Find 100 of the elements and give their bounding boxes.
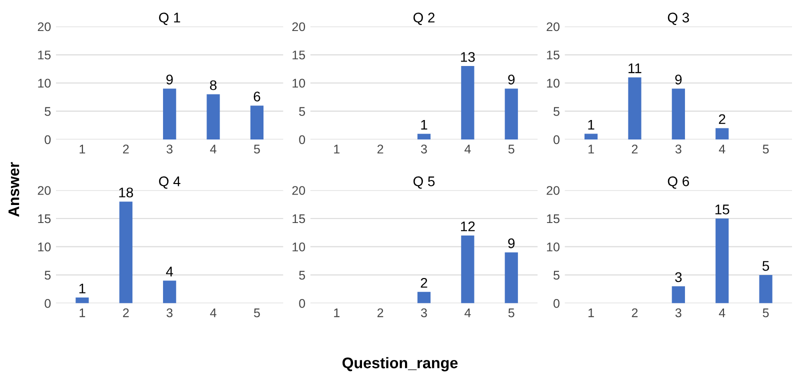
y-tick-label: 20 xyxy=(546,186,560,195)
y-tick-label: 10 xyxy=(292,78,306,88)
x-tick-label: 2 xyxy=(377,144,384,154)
bar xyxy=(417,134,431,140)
x-tick-label: 5 xyxy=(762,308,769,318)
y-tick-label: 0 xyxy=(299,135,306,144)
y-tick-label: 20 xyxy=(292,186,306,195)
y-tick-label: 15 xyxy=(38,50,51,60)
x-tick-label: 5 xyxy=(508,308,514,318)
bar xyxy=(250,106,264,140)
x-tick-label: 2 xyxy=(377,308,384,318)
x-tick-label: 2 xyxy=(632,144,638,154)
data-label: 9 xyxy=(508,238,515,248)
bar xyxy=(584,134,598,140)
x-tick-label: 3 xyxy=(421,308,427,318)
y-tick-label: 5 xyxy=(299,270,306,280)
chart-title: Q 2 xyxy=(413,12,434,25)
y-tick-label: 5 xyxy=(44,107,51,116)
y-tick-label: 0 xyxy=(44,299,51,308)
y-tick-label: 0 xyxy=(299,299,306,308)
x-tick-label: 1 xyxy=(334,308,340,318)
data-label: 1 xyxy=(79,284,86,294)
data-label: 9 xyxy=(166,74,173,85)
y-tick-label: 20 xyxy=(546,22,560,32)
data-label: 3 xyxy=(675,272,682,282)
bar xyxy=(417,292,431,304)
x-tick-label: 3 xyxy=(166,308,173,318)
data-label: 2 xyxy=(718,114,726,124)
chart-title: Q 3 xyxy=(668,12,690,25)
x-tick-label: 3 xyxy=(421,144,427,154)
chart-title: Q 1 xyxy=(159,12,180,25)
data-label: 1 xyxy=(421,120,428,130)
bar xyxy=(504,88,518,140)
x-tick-label: 5 xyxy=(508,144,514,154)
y-tick-label: 20 xyxy=(292,22,306,32)
y-tick-label: 20 xyxy=(38,186,51,195)
x-tick-label: 5 xyxy=(254,308,260,318)
y-tick-label: 15 xyxy=(547,214,560,224)
data-label: 11 xyxy=(628,64,642,74)
x-tick-label: 4 xyxy=(210,144,216,154)
bar xyxy=(461,66,474,140)
bar xyxy=(716,128,729,140)
bar xyxy=(672,88,685,140)
y-tick-label: 0 xyxy=(44,135,51,144)
bar xyxy=(119,202,132,304)
bar xyxy=(628,77,642,140)
bar xyxy=(504,252,518,304)
x-tick-label: 4 xyxy=(718,144,726,154)
y-tick-label: 20 xyxy=(38,22,51,32)
bar xyxy=(206,94,220,140)
data-label: 5 xyxy=(762,261,770,271)
bar xyxy=(716,218,729,304)
y-tick-label: 10 xyxy=(547,78,560,88)
x-tick-label: 4 xyxy=(718,308,726,318)
y-tick-label: 5 xyxy=(44,270,51,280)
y-tick-label: 10 xyxy=(547,242,560,252)
x-axis-title: Question_range xyxy=(342,357,458,372)
x-tick-label: 2 xyxy=(123,308,129,318)
bar xyxy=(163,88,176,140)
y-tick-label: 5 xyxy=(554,107,560,116)
x-tick-label: 5 xyxy=(762,144,769,154)
y-tick-label: 10 xyxy=(292,242,306,252)
data-label: 15 xyxy=(715,204,730,214)
bar xyxy=(163,280,176,304)
x-tick-label: 1 xyxy=(80,308,86,318)
data-label: 18 xyxy=(119,188,134,198)
chart-title: Q 5 xyxy=(413,176,435,189)
data-label: 4 xyxy=(166,266,174,276)
x-tick-label: 3 xyxy=(675,144,682,154)
x-tick-label: 2 xyxy=(632,308,638,318)
data-label: 12 xyxy=(461,221,475,232)
data-label: 8 xyxy=(210,80,217,90)
y-tick-label: 15 xyxy=(547,50,560,60)
data-label: 1 xyxy=(588,120,594,130)
x-tick-label: 3 xyxy=(675,308,682,318)
x-tick-label: 4 xyxy=(210,308,216,318)
data-label: 2 xyxy=(420,278,428,288)
data-label: 9 xyxy=(675,74,682,85)
y-tick-label: 10 xyxy=(38,242,51,252)
bar xyxy=(759,274,772,304)
y-tick-label: 15 xyxy=(292,50,306,60)
y-tick-label: 5 xyxy=(299,107,306,116)
y-tick-label: 15 xyxy=(38,214,51,224)
data-label: 6 xyxy=(254,92,260,102)
chart-title: Q 4 xyxy=(159,176,180,189)
x-tick-label: 1 xyxy=(588,144,594,154)
x-tick-label: 5 xyxy=(254,144,260,154)
y-tick-label: 0 xyxy=(554,299,560,308)
x-tick-label: 4 xyxy=(464,144,471,154)
x-tick-label: 1 xyxy=(80,144,86,154)
x-tick-label: 2 xyxy=(123,144,129,154)
y-tick-label: 0 xyxy=(554,135,560,144)
y-axis-title: Answer xyxy=(8,162,20,217)
y-tick-label: 10 xyxy=(38,78,51,88)
x-tick-label: 3 xyxy=(166,144,173,154)
y-tick-label: 15 xyxy=(292,214,306,224)
data-label: 13 xyxy=(461,52,475,62)
x-tick-label: 4 xyxy=(464,308,471,318)
x-tick-label: 1 xyxy=(334,144,340,154)
bar xyxy=(76,298,89,304)
